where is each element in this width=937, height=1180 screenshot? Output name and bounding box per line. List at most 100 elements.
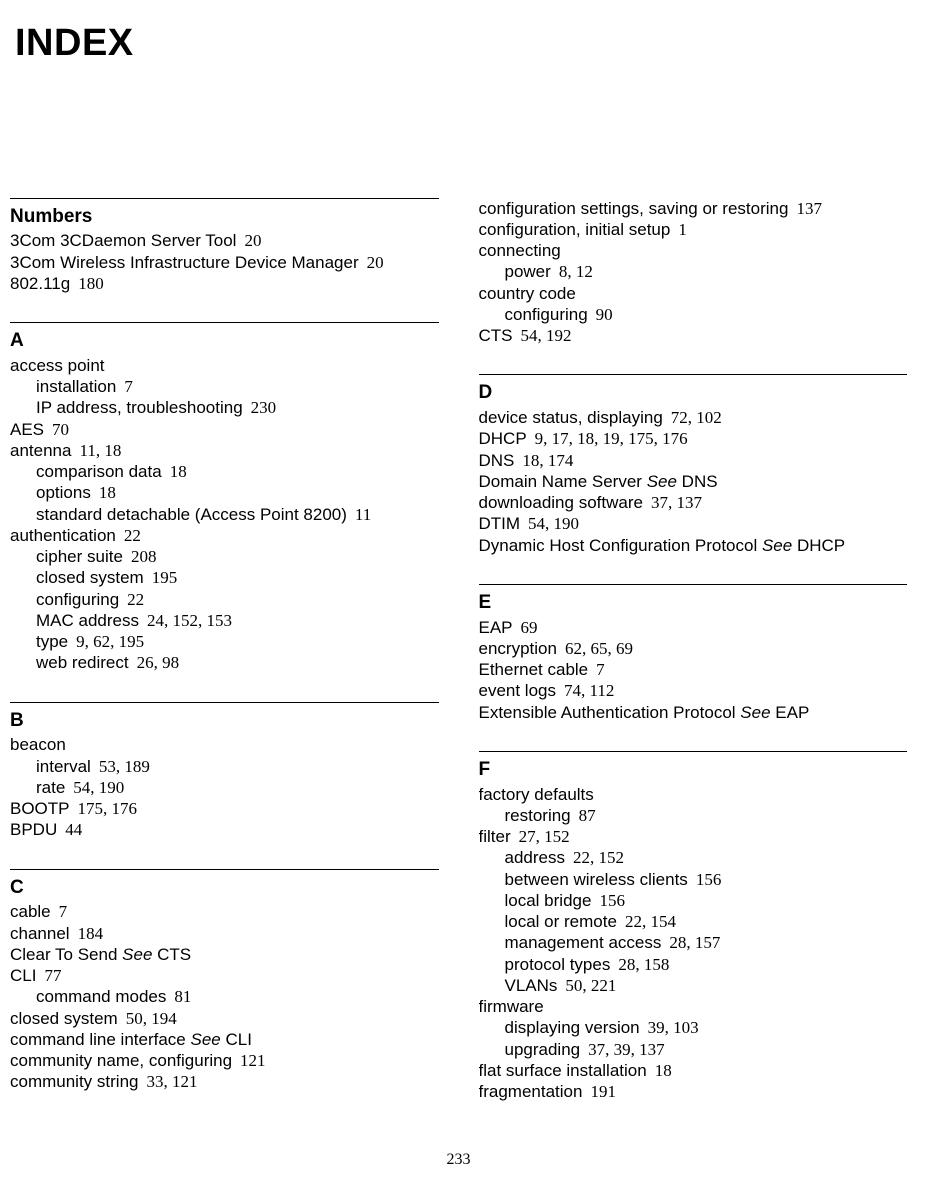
index-section: configuration settings, saving or restor… — [479, 198, 908, 347]
index-entry: cable7 — [10, 901, 439, 922]
index-entry: community name, configuring 121 — [10, 1050, 439, 1071]
entry-text: DTIM — [479, 514, 521, 533]
index-entry: factory defaults — [479, 784, 908, 805]
section-header: D — [479, 381, 908, 405]
entry-pages: 24, 152, 153 — [147, 611, 232, 630]
see-target: EAP — [775, 703, 809, 722]
section-header: C — [10, 876, 439, 900]
index-entry: fragmentation191 — [479, 1081, 908, 1102]
index-entry: IP address, troubleshooting230 — [10, 397, 439, 418]
entry-pages: 208 — [131, 547, 157, 566]
entry-pages: 39, 103 — [648, 1018, 699, 1037]
entry-text: flat surface installation — [479, 1061, 647, 1080]
index-entry: command modes81 — [10, 986, 439, 1007]
index-section: Ddevice status, displaying72, 102DHCP9, … — [479, 374, 908, 556]
index-entry: type 9, 62, 195 — [10, 631, 439, 652]
entry-pages: 230 — [251, 398, 277, 417]
entry-text: displaying version — [505, 1018, 640, 1037]
entry-text: DNS — [479, 451, 515, 470]
entry-pages: 54, 190 — [73, 778, 124, 797]
entry-pages: 9, 62, 195 — [76, 632, 144, 651]
index-entry: comparison data18 — [10, 461, 439, 482]
entry-pages: 195 — [152, 568, 178, 587]
index-entry: upgrading37, 39, 137 — [479, 1039, 908, 1060]
entry-pages: 69 — [521, 618, 538, 637]
entry-text: comparison data — [36, 462, 162, 481]
entry-text: configuration settings, saving or restor… — [479, 199, 789, 218]
entry-text: type — [36, 632, 68, 651]
entry-text: EAP — [479, 618, 513, 637]
entry-pages: 11, 18 — [79, 441, 121, 460]
entry-pages: 87 — [579, 806, 596, 825]
entry-pages: 28, 157 — [669, 933, 720, 952]
entry-text: AES — [10, 420, 44, 439]
entry-pages: 18 — [655, 1061, 672, 1080]
entry-text: cable — [10, 902, 51, 921]
entry-text: channel — [10, 924, 70, 943]
entry-text: factory defaults — [479, 785, 594, 804]
entry-pages: 37, 137 — [651, 493, 702, 512]
index-entry: closed system50, 194 — [10, 1008, 439, 1029]
entry-text: 3Com Wireless Infrastructure Device Mana… — [10, 253, 359, 272]
index-entry: configuration settings, saving or restor… — [479, 198, 908, 219]
entry-pages: 50, 221 — [565, 976, 616, 995]
index-entry: community string33, 121 — [10, 1071, 439, 1092]
see-target: DHCP — [797, 536, 845, 555]
entry-pages: 26, 98 — [137, 653, 180, 672]
entry-text: BPDU — [10, 820, 57, 839]
entry-text: filter — [479, 827, 511, 846]
index-section: Aaccess pointinstallation7IP address, tr… — [10, 322, 439, 674]
entry-text: connecting — [479, 241, 561, 260]
entry-text: antenna — [10, 441, 71, 460]
index-entry: downloading software37, 137 — [479, 492, 908, 513]
entry-pages: 27, 152 — [519, 827, 570, 846]
index-entry: event logs74, 112 — [479, 680, 908, 701]
entry-text: VLANs — [505, 976, 558, 995]
see-reference: See — [191, 1030, 226, 1049]
index-entry: AES70 — [10, 419, 439, 440]
index-section: Numbers3Com 3CDaemon Server Tool203Com W… — [10, 198, 439, 295]
entry-pages: 33, 121 — [146, 1072, 197, 1091]
entry-text: authentication — [10, 526, 116, 545]
entry-pages: 8, 12 — [559, 262, 593, 281]
index-entry: DTIM54, 190 — [479, 513, 908, 534]
entry-pages: 81 — [174, 987, 191, 1006]
index-entry: power8, 12 — [479, 261, 908, 282]
entry-text: community name, configuring — [10, 1051, 232, 1070]
entry-pages: 156 — [599, 891, 625, 910]
index-entry: country code — [479, 283, 908, 304]
entry-pages: 121 — [240, 1051, 266, 1070]
see-reference: See — [740, 703, 775, 722]
entry-text: Clear To Send — [10, 945, 117, 964]
index-entry: BOOTP175, 176 — [10, 798, 439, 819]
entry-text: configuration, initial setup — [479, 220, 671, 239]
entry-pages: 18, 174 — [522, 451, 573, 470]
index-entry: Extensible Authentication Protocol See E… — [479, 702, 908, 723]
index-entry: web redirect26, 98 — [10, 652, 439, 673]
index-entry: BPDU 44 — [10, 819, 439, 840]
entry-text: country code — [479, 284, 576, 303]
index-entry: command line interface See CLI — [10, 1029, 439, 1050]
entry-pages: 18 — [99, 483, 116, 502]
entry-text: MAC address — [36, 611, 139, 630]
index-section: EEAP69encryption62, 65, 69Ethernet cable… — [479, 584, 908, 723]
entry-text: address — [505, 848, 565, 867]
section-header: B — [10, 709, 439, 733]
section-header: Numbers — [10, 205, 439, 229]
entry-pages: 44 — [65, 820, 82, 839]
index-entry: standard detachable (Access Point 8200)1… — [10, 504, 439, 525]
entry-text: device status, displaying — [479, 408, 663, 427]
index-entry: configuration, initial setup1 — [479, 219, 908, 240]
index-entry: antenna 11, 18 — [10, 440, 439, 461]
entry-pages: 22 — [127, 590, 144, 609]
index-entry: 3Com Wireless Infrastructure Device Mana… — [10, 252, 439, 273]
entry-text: standard detachable (Access Point 8200) — [36, 505, 347, 524]
entry-text: event logs — [479, 681, 557, 700]
index-entry: DNS 18, 174 — [479, 450, 908, 471]
entry-pages: 175, 176 — [78, 799, 138, 818]
entry-pages: 37, 39, 137 — [588, 1040, 665, 1059]
index-entry: connecting — [479, 240, 908, 261]
entry-text: restoring — [505, 806, 571, 825]
entry-text: protocol types — [505, 955, 611, 974]
index-entry: cipher suite208 — [10, 546, 439, 567]
